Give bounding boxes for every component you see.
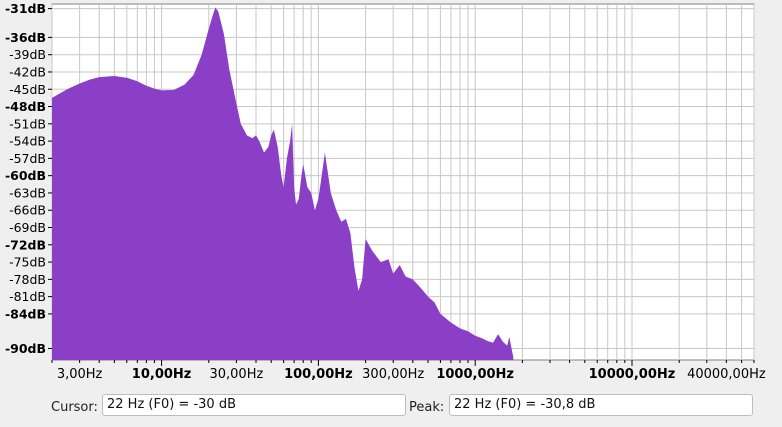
x-tick-label: 30,00Hz [209, 367, 263, 382]
y-tick-label: -84dB [5, 306, 46, 321]
y-tick-label: -90dB [5, 341, 46, 356]
x-axis-ticks [51, 360, 755, 366]
y-tick-label: -60dB [5, 168, 46, 183]
y-axis-labels: -31dB -36dB -39dB -42dB -45dB -48dB -51dB -54dB… [5, 1, 46, 356]
y-tick-label: -51dB [9, 116, 46, 131]
x-tick-label: 10000,00Hz [589, 367, 676, 382]
y-tick-label: -81dB [9, 289, 46, 304]
x-tick-label: 10,00Hz [132, 367, 192, 382]
y-tick-label: -31dB [5, 1, 46, 16]
y-tick-label: -48dB [5, 99, 46, 114]
y-axis-ticks [48, 8, 52, 349]
x-tick-label: 1000,00Hz [436, 367, 514, 382]
y-tick-label: -42dB [9, 64, 46, 79]
y-tick-label: -54dB [9, 134, 46, 149]
spectrum-area [52, 7, 514, 361]
y-tick-label: -78dB [9, 272, 46, 287]
y-tick-label: -72dB [5, 237, 46, 252]
y-tick-label: -63dB [9, 185, 46, 200]
x-tick-label: 100,00Hz [284, 367, 353, 382]
y-tick-label: -36dB [5, 30, 46, 45]
spectrum-chart[interactable]: -31dB -36dB -39dB -42dB -45dB -48dB -51dB -54dB… [0, 0, 782, 392]
peak-label: Peak: [409, 400, 445, 415]
y-tick-label: -39dB [9, 47, 46, 62]
y-tick-label: -57dB [9, 151, 46, 166]
cursor-readout-field[interactable]: 22 Hz (F0) = -30 dB [102, 394, 406, 416]
peak-readout-field[interactable]: 22 Hz (F0) = -30,8 dB [449, 394, 753, 416]
x-tick-label: 40000,00Hz [687, 367, 766, 382]
x-axis-labels: 3,00Hz 10,00Hz 30,00Hz 100,00Hz 300,00Hz 1000… [57, 367, 766, 382]
y-tick-label: -69dB [9, 220, 46, 235]
y-tick-label: -45dB [9, 82, 46, 97]
x-tick-label: 300,00Hz [362, 367, 424, 382]
cursor-label: Cursor: [51, 400, 98, 415]
y-tick-label: -75dB [9, 255, 46, 270]
y-tick-label: -66dB [9, 203, 46, 218]
x-tick-label: 3,00Hz [57, 367, 103, 382]
